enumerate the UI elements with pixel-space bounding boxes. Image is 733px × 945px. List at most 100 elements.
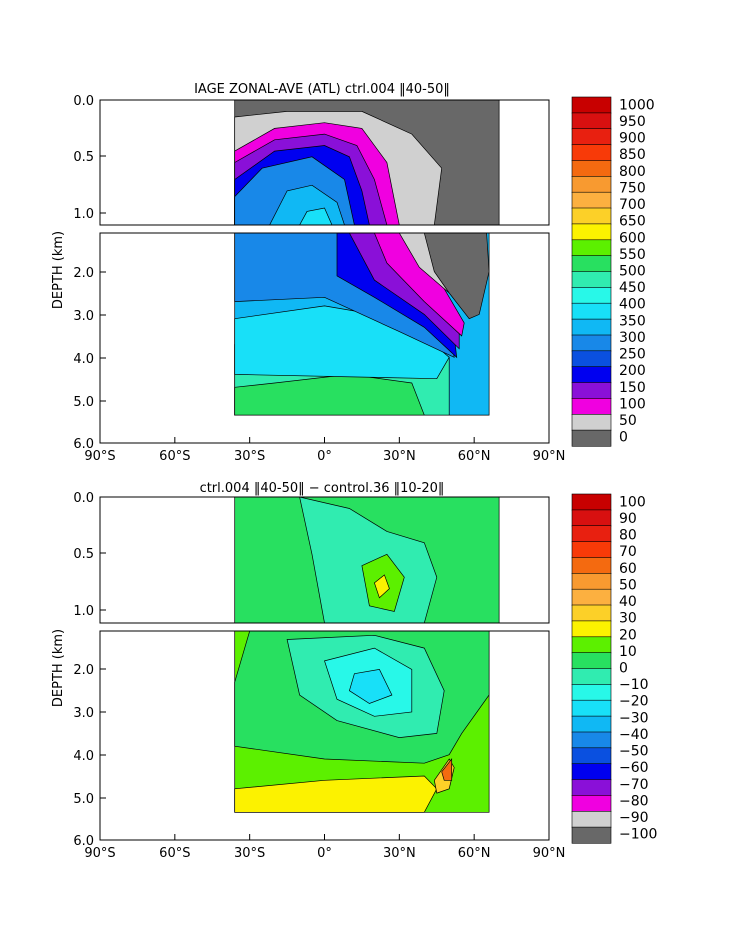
colorbar-swatch bbox=[571, 271, 612, 289]
colorbar-label: 700 bbox=[619, 197, 646, 213]
colorbar-swatch bbox=[571, 763, 612, 781]
x-tick-label: 60°N bbox=[458, 449, 491, 464]
colorbar-label: −30 bbox=[619, 710, 649, 726]
colorbar-label: 20 bbox=[619, 627, 637, 643]
colorbar-label: 40 bbox=[619, 594, 637, 610]
y-tick-label: 6.0 bbox=[73, 834, 94, 849]
colorbar-label: −90 bbox=[619, 810, 649, 826]
x-tick-label: 90°S bbox=[84, 846, 115, 861]
colorbar-label: 850 bbox=[619, 147, 646, 163]
x-tick-label: 90°N bbox=[533, 846, 566, 861]
panel-2-lower-field bbox=[234, 631, 490, 813]
colorbar-swatch bbox=[571, 588, 612, 606]
colorbar-swatch bbox=[571, 699, 612, 717]
colorbar-swatch bbox=[571, 826, 612, 844]
colorbar-swatch bbox=[571, 223, 612, 241]
contour-region bbox=[423, 233, 490, 320]
panel-1-axes: 90°S 60°S 30°S 0° 30°N 60°N 90°N 0.0 0.5 1.0 2.0 3.… bbox=[73, 94, 565, 464]
colorbar-label: 0 bbox=[619, 430, 628, 446]
colorbar-swatch bbox=[571, 334, 612, 352]
y-tick-label: 4.0 bbox=[73, 352, 94, 367]
panel-1-upper-frame bbox=[99, 99, 550, 226]
colorbar-label: −50 bbox=[619, 744, 649, 760]
y-tick-label: 0.0 bbox=[73, 94, 94, 109]
panel-2-upper-frame bbox=[99, 496, 550, 624]
colorbar-label: 450 bbox=[619, 280, 646, 296]
colorbar-swatch bbox=[571, 541, 612, 559]
colorbar-label: 350 bbox=[619, 313, 646, 329]
colorbar-label: 650 bbox=[619, 214, 646, 230]
x-tick-label: 60°S bbox=[159, 846, 190, 861]
colorbar-swatch bbox=[571, 382, 612, 400]
colorbar-label: 100 bbox=[619, 397, 646, 413]
y-tick-label: 0.5 bbox=[73, 150, 94, 165]
colorbar-swatch bbox=[571, 207, 612, 225]
y-tick-label: 3.0 bbox=[73, 706, 94, 721]
colorbar-swatch bbox=[571, 287, 612, 304]
y-tick-label: 5.0 bbox=[73, 395, 94, 410]
colorbar-swatch bbox=[571, 731, 612, 749]
colorbar-swatch bbox=[571, 176, 612, 193]
contour-region bbox=[299, 497, 438, 623]
panel-1-upper-field bbox=[234, 100, 500, 225]
colorbar-label: 50 bbox=[619, 413, 637, 429]
x-tick-label: 0° bbox=[317, 846, 332, 861]
colorbar-swatch bbox=[571, 795, 612, 812]
colorbar-label: −80 bbox=[619, 794, 649, 810]
colorbar-swatch bbox=[571, 810, 612, 828]
contour-region bbox=[441, 757, 453, 781]
colorbar-label: 900 bbox=[619, 131, 646, 147]
colorbar-swatch bbox=[571, 620, 612, 638]
y-tick-label: 3.0 bbox=[73, 309, 94, 324]
y-tick-label: 1.0 bbox=[73, 207, 94, 222]
colorbar-swatch bbox=[571, 668, 612, 686]
colorbar-label: 10 bbox=[619, 644, 637, 660]
colorbar-swatch bbox=[571, 302, 612, 320]
colorbar-swatch bbox=[571, 747, 612, 765]
colorbar-label: 950 bbox=[619, 114, 646, 130]
contour-region bbox=[234, 775, 438, 813]
x-tick-label: 60°N bbox=[458, 846, 491, 861]
colorbar-swatch bbox=[571, 112, 612, 130]
y-tick-label: 0.5 bbox=[73, 547, 94, 562]
colorbar-label: 800 bbox=[619, 164, 646, 180]
colorbar-label: 400 bbox=[619, 297, 646, 313]
y-tick-label: 0.0 bbox=[73, 491, 94, 506]
panel-1-ylabel: DEPTH (km) bbox=[51, 231, 66, 309]
colorbar-swatch bbox=[571, 652, 612, 670]
colorbar-swatch bbox=[571, 255, 612, 273]
colorbar-swatch bbox=[571, 318, 612, 336]
colorbar-label: −20 bbox=[619, 694, 649, 710]
panel-2-axes: 90°S 60°S 30°S 0° 30°N 60°N 90°N 0.0 0.5 1.0 2.0 3.… bbox=[73, 491, 565, 861]
colorbar-swatch bbox=[571, 366, 612, 384]
colorbar-label: 0 bbox=[619, 661, 628, 677]
colorbar-swatch bbox=[571, 604, 612, 622]
panel-2-title: ctrl.004 ‖40-50‖ − control.36 ‖10-20‖ bbox=[200, 481, 445, 496]
x-tick-label: 90°N bbox=[533, 449, 566, 464]
colorbar-swatch bbox=[571, 572, 612, 590]
colorbar-swatch bbox=[571, 429, 612, 447]
colorbar-swatch bbox=[571, 96, 612, 114]
x-tick-label: 30°N bbox=[383, 449, 416, 464]
x-tick-label: 30°S bbox=[234, 846, 265, 861]
colorbar-label: 250 bbox=[619, 347, 646, 363]
panel-2-upper-field bbox=[234, 497, 500, 623]
panel-2-colorbar: 1009080706050403020100−10−20−30−40−50−60… bbox=[571, 493, 657, 844]
colorbar-swatch bbox=[571, 557, 612, 575]
colorbar-label: −60 bbox=[619, 760, 649, 776]
y-tick-label: 2.0 bbox=[73, 266, 94, 281]
colorbar-swatch bbox=[571, 128, 612, 146]
colorbar-label: −40 bbox=[619, 727, 649, 743]
panel-1-title: IAGE ZONAL-AVE (ATL) ctrl.004 ‖40-50‖ bbox=[194, 82, 450, 97]
y-tick-label: 1.0 bbox=[73, 604, 94, 619]
contour-region bbox=[348, 669, 393, 704]
colorbar-swatch bbox=[571, 413, 612, 431]
colorbar-label: −70 bbox=[619, 777, 649, 793]
x-tick-label: 30°S bbox=[234, 449, 265, 464]
panel-1-lower-field bbox=[234, 233, 490, 416]
colorbar-label: 750 bbox=[619, 180, 646, 196]
colorbar-swatch bbox=[571, 239, 612, 257]
x-tick-label: 90°S bbox=[84, 449, 115, 464]
colorbar-label: 500 bbox=[619, 264, 646, 280]
